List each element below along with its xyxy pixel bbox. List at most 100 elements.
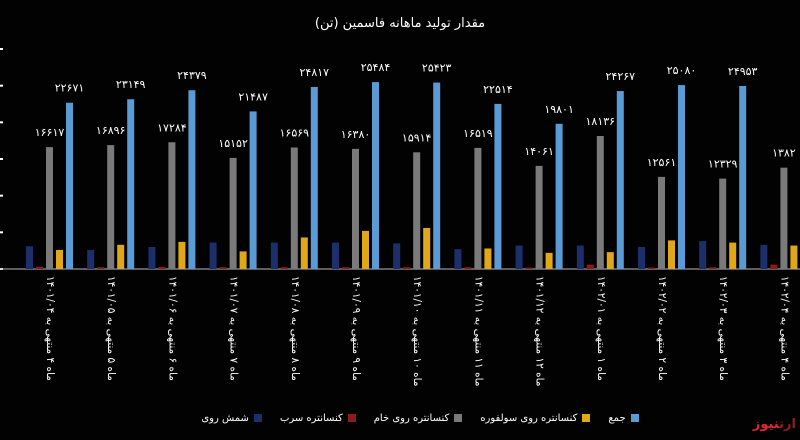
bar-crude-zinc-concentrate [780, 167, 788, 269]
data-label-crude: ۱۸۱۳۶ [586, 115, 616, 128]
bar-total [494, 103, 502, 269]
bar-crude-zinc-concentrate [107, 145, 115, 269]
legend-label-zinc-ingot: شمش روی [201, 412, 249, 424]
data-label-crude: ۱۷۲۸۴ [157, 121, 187, 134]
y-axis-ticks [0, 48, 3, 270]
bar-lead-concentrate [280, 267, 288, 269]
x-category-label: ماه ۱۲ منتهی به ۱۴۰۱/۱۲ [534, 276, 546, 386]
chart-legend: جمع کنسانتره روی سولفوره کنسانتره روی خا… [160, 410, 680, 426]
legend-label-total: جمع [608, 412, 626, 424]
data-label-crude: ۱۵۱۵۲ [218, 137, 248, 150]
bar-total [555, 123, 563, 269]
legend-item-zinc-ingot: شمش روی [201, 410, 262, 426]
bar-total [127, 99, 135, 270]
x-category-label: ماه ۸ منتهی به ۱۴۰۱/۰۸ [289, 276, 301, 381]
bar-sulfide-concentrate [362, 230, 369, 269]
brand-logo-text: ارت [779, 417, 796, 432]
data-label-total: ۲۵۰۸۰ [667, 64, 697, 77]
legend-swatch-lead-concentrate [347, 414, 356, 422]
bar-lead-concentrate [525, 267, 533, 269]
bar-crude-zinc-concentrate [229, 157, 237, 269]
data-label-crude: ۱۲۵۶۱ [647, 156, 677, 169]
bar-sulfide-concentrate [423, 227, 431, 269]
bar-lead-concentrate [36, 266, 43, 269]
x-category-label: ماه ۵ منتهی به ۱۴۰۱/۰۵ [105, 276, 117, 381]
data-label-total: ۲۴۸۱۷ [300, 66, 330, 79]
y-tick-mark [0, 158, 3, 160]
legend-swatch-crude-zinc-concentrate [454, 414, 463, 422]
bar-crude-zinc-concentrate [596, 136, 604, 269]
bar-total [616, 91, 624, 270]
bar-zinc-ingot [638, 247, 645, 269]
legend-item-sulfide-concentrate: کنسانتره روی سولفوره [480, 410, 591, 426]
bar-total [188, 90, 196, 269]
bar-lead-concentrate [770, 264, 778, 269]
bar-zinc-ingot [760, 244, 768, 269]
bar-crude-zinc-concentrate [352, 148, 359, 269]
bar-total [433, 82, 441, 269]
data-label-crude: ۱۶۳۸۰ [341, 128, 371, 141]
bar-lead-concentrate [342, 267, 349, 269]
y-tick-mark [0, 84, 3, 87]
data-label-crude: ۱۲۳۲۹ [708, 158, 738, 171]
bar-lead-concentrate [709, 267, 717, 269]
bar-sulfide-concentrate [729, 242, 737, 269]
legend-label-sulfide-concentrate: کنسانتره روی سولفوره [480, 412, 578, 424]
bar-crude-zinc-concentrate [168, 142, 176, 269]
data-label-total: ۲۵۴۸۴ [361, 61, 391, 74]
bar-crude-zinc-concentrate [46, 147, 53, 269]
bar-crude-zinc-concentrate [474, 147, 482, 269]
bar-zinc-ingot [148, 247, 156, 269]
legend-item-crude-zinc-concentrate: کنسانتره روی خام [374, 410, 463, 426]
bar-crude-zinc-concentrate [290, 147, 298, 269]
bar-crude-zinc-concentrate [719, 178, 727, 269]
bar-total [310, 87, 318, 269]
bar-crude-zinc-concentrate [413, 152, 421, 269]
brand-logo: ارتنیوز [753, 417, 796, 432]
x-category-label: ماه ۱۱ منتهی به ۱۴۰۱/۱۱ [472, 276, 484, 386]
legend-label-lead-concentrate: کنسانتره سرب [279, 412, 343, 424]
bar-lead-concentrate [158, 266, 166, 269]
chart-area: مقدار تولید ماهانه فاسمین (تن) ۱۶۶۱۷ ۲۲۶۷… [0, 16, 800, 386]
data-label-total: ۲۱۴۸۷ [238, 90, 268, 103]
bar-zinc-ingot [270, 242, 278, 269]
chart-title: مقدار تولید ماهانه فاسمین (تن) [315, 16, 485, 31]
x-category-label: ماه ۱۰ منتهی به ۱۴۰۱/۱۰ [411, 276, 423, 386]
bar-zinc-ingot [576, 245, 584, 269]
bar-zinc-ingot [393, 243, 401, 269]
bar-lead-concentrate [586, 264, 594, 269]
x-category-label: ماه ۹ منتهی به ۱۴۰۱/۰۹ [350, 276, 362, 381]
bar-zinc-ingot [87, 249, 95, 269]
x-category-label: ماه ۶ منتهی به ۱۴۰۱/۰۶ [166, 276, 178, 381]
bar-total [739, 86, 747, 270]
data-label-total: ۲۴۹۵۳ [728, 65, 758, 78]
bar-lead-concentrate [648, 267, 655, 269]
data-label-total: ۲۵۴۲۳ [422, 62, 452, 75]
data-label-total: ۲۲۵۱۴ [483, 83, 513, 96]
bar-sulfide-concentrate [117, 244, 125, 269]
x-axis-categories: ماه ۴ منتهی به ۱۴۰۱/۰۴ ماه ۵ منتهی به ۱۴۰… [44, 276, 790, 386]
data-label-total: ۲۳۱۴۹ [116, 78, 146, 91]
bar-lead-concentrate [97, 267, 105, 269]
data-label-crude: ۱۴۰۶۱ [524, 145, 554, 158]
bars-layer [26, 82, 798, 270]
bar-total [66, 102, 73, 269]
bar-sulfide-concentrate [300, 237, 308, 269]
bar-sulfide-concentrate [178, 241, 186, 269]
legend-swatch-total [630, 414, 639, 422]
x-category-label: ماه ۷ منتهی به ۱۴۰۱/۰۷ [228, 276, 240, 381]
bar-total [249, 111, 257, 269]
data-label-crude: ۱۶۸۹۶ [96, 124, 126, 137]
y-tick-mark [0, 231, 3, 234]
data-label-total: ۲۲۶۷۱ [55, 82, 85, 95]
data-label-total: ۱۹۸۰۱ [544, 103, 574, 116]
data-label-total: ۲۴۲۶۷ [606, 70, 636, 83]
y-tick-mark [0, 121, 3, 124]
data-label-crude: ۱۶۵۶۹ [280, 126, 310, 139]
data-label-total: ۲۴۳۷۹ [177, 69, 207, 82]
bar-zinc-ingot [699, 241, 707, 269]
x-category-label: ماه ۲ منتهی به ۱۴۰۲/۰۲ [656, 276, 668, 381]
bar-sulfide-concentrate [56, 249, 63, 269]
data-labels-layer: ۱۶۶۱۷ ۲۲۶۷۱ ۱۶۸۹۶ ۲۳۱۴۹ ۱۷۲۸۴ ۲۴۳۷۹ ۱۵۱۵۲ ۲۱۴۸۷… [35, 61, 796, 171]
bar-crude-zinc-concentrate [658, 176, 665, 269]
